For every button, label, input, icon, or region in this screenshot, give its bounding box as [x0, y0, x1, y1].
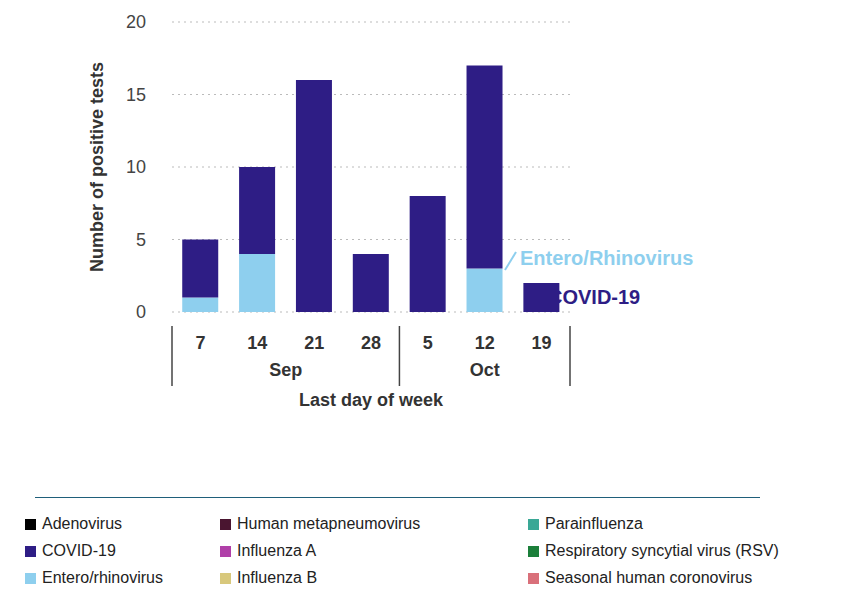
- svg-text:19: 19: [532, 333, 552, 353]
- html-text:Parainfluenza: Parainfluenza: [545, 515, 643, 532]
- svg-text:Sep: Sep: [269, 360, 302, 380]
- svg-text:12: 12: [475, 333, 495, 353]
- html-text:COVID-19: COVID-19: [42, 542, 116, 559]
- html-text:Seasonal human coronovirus: Seasonal human coronovirus: [545, 569, 753, 586]
- svg-text:21: 21: [304, 333, 324, 353]
- svg-text:14: 14: [247, 333, 267, 353]
- svg-text:15: 15: [126, 85, 146, 105]
- svg-text:7: 7: [195, 333, 205, 353]
- html-text:Influenza A: Influenza A: [237, 542, 317, 559]
- html-text:Influenza B: Influenza B: [237, 569, 318, 586]
- svg-text:Oct: Oct: [470, 360, 500, 380]
- html-text:COVID-19: COVID-19: [548, 286, 641, 308]
- html-text:Respiratory syncytial virus (R: Respiratory syncytial virus (RSV): [545, 542, 779, 559]
- svg-text:20: 20: [126, 12, 146, 32]
- svg-text:10: 10: [126, 157, 146, 177]
- html-text:Human metapneumovirus: Human metapneumovirus: [237, 515, 421, 532]
- html-text:Adenovirus: Adenovirus: [42, 515, 122, 532]
- svg-text:5: 5: [423, 333, 433, 353]
- html-text:Number of positive tests: Number of positive tests: [86, 62, 107, 272]
- svg-text:5: 5: [136, 230, 146, 250]
- svg-text:28: 28: [361, 333, 381, 353]
- svg-text:0: 0: [136, 302, 146, 322]
- html-text:Entero/rhinovirus: Entero/rhinovirus: [42, 569, 163, 586]
- html-text:Last day of week: Last day of week: [299, 389, 443, 410]
- html-text:Entero/Rhinovirus: Entero/Rhinovirus: [520, 247, 694, 269]
